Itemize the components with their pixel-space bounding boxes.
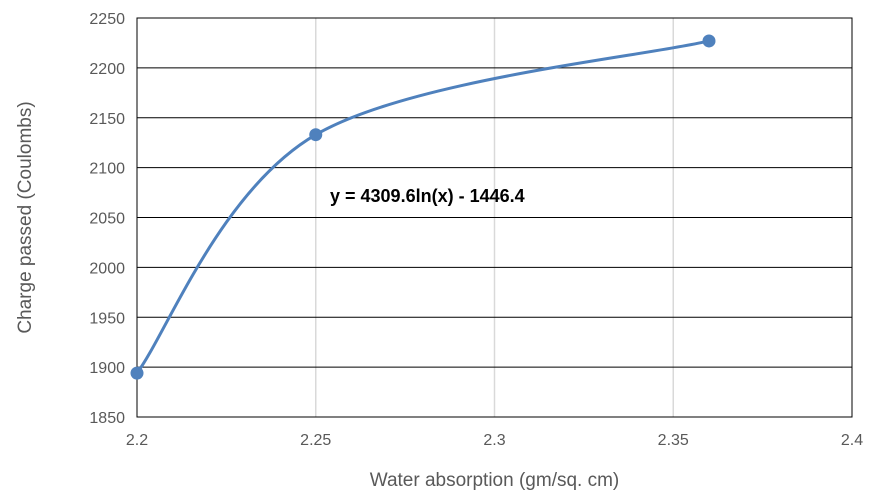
series-line: [135, 39, 710, 375]
x-tick-label: 2.4: [841, 432, 863, 449]
data-points: [130, 34, 716, 380]
y-axis-tick-labels: 1850 1900 1950 2000 2050 2100 2150 2200 2250: [89, 11, 125, 427]
horizontal-gridlines: [137, 67, 852, 368]
x-axis-title: Water absorption (gm/sq. cm): [370, 470, 620, 491]
data-point: [702, 34, 716, 48]
y-tick-label: 2250: [89, 11, 125, 28]
x-axis-tick-labels: 2.2 2.25 2.3 2.35 2.4: [126, 432, 863, 449]
y-tick-label: 1850: [89, 410, 125, 427]
x-tick-label: 2.2: [126, 432, 148, 449]
y-tick-label: 2000: [89, 260, 125, 277]
y-tick-label: 1950: [89, 310, 125, 327]
trendline-equation: y = 4309.6ln(x) - 1446.4: [330, 186, 525, 206]
y-tick-label: 1900: [89, 360, 125, 377]
data-point: [309, 128, 323, 142]
y-axis-title: Charge passed (Coulombs): [15, 101, 36, 333]
x-tick-label: 2.25: [300, 432, 331, 449]
x-tick-label: 2.35: [658, 432, 689, 449]
y-tick-label: 2150: [89, 111, 125, 128]
data-point: [130, 366, 144, 380]
y-tick-label: 2200: [89, 61, 125, 78]
y-tick-label: 2100: [89, 161, 125, 178]
x-tick-label: 2.3: [483, 432, 505, 449]
y-tick-label: 2050: [89, 211, 125, 228]
plot-area-frame: [136, 17, 853, 418]
